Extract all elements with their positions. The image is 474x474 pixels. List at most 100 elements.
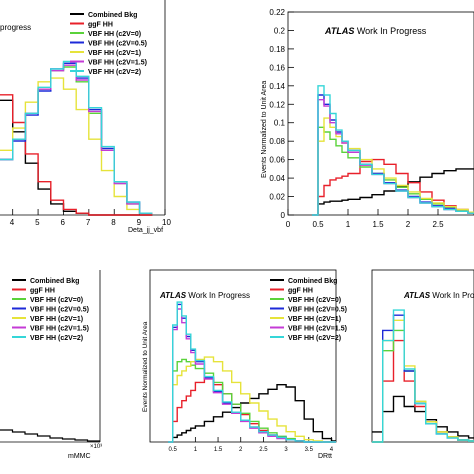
x-axis-label: DRtt (318, 453, 332, 460)
legend-item-vbf-hh-c2v-0-5: VBF HH (c2V=0.5) (270, 307, 347, 314)
x-axis-exponent: ×10³ (90, 444, 102, 450)
atlas-label: ATLAS (159, 291, 187, 300)
series-line-vbf-hh-c2v-0 (168, 358, 336, 443)
legend-label: VBF HH (c2V=0) (30, 297, 83, 304)
series-line-vbf-hh-c2v-0 (372, 329, 474, 443)
series-line-combined-bkg (0, 429, 100, 442)
panel-title: ATLAS Work In Pro (403, 291, 474, 300)
legend-label: ggF HH (30, 288, 55, 295)
x-tick-label: 3 (284, 447, 288, 453)
panel-bottom-left: mMMC ×10³ (0, 270, 102, 460)
legend-item-vbf-hh-c2v-1-5: VBF HH (c2V=1.5) (12, 326, 89, 333)
x-tick-label: 4 (10, 218, 15, 227)
legend-label: ggF HH (88, 22, 113, 29)
series-group (372, 309, 474, 443)
legend-item-vbf-hh-c2v-0: VBF HH (c2V=0) (270, 297, 341, 304)
legend-label: VBF HH (c2V=1.5) (30, 326, 89, 333)
series-group (0, 60, 153, 216)
series-line-combined-bkg (372, 395, 474, 439)
legend-label: Combined Bkg (30, 278, 79, 285)
legend-item-vbf-hh-c2v-1-5: VBF HH (c2V=1.5) (270, 326, 347, 333)
x-tick-label: 0 (286, 220, 291, 229)
series-line-ggf-hh (372, 339, 474, 443)
work-in-progress-label: Work In Progress (354, 26, 426, 36)
x-tick-label: 9 (137, 218, 142, 227)
legend-item-vbf-hh-c2v-2: VBF HH (c2V=2) (70, 69, 141, 76)
plot-frame (371, 269, 474, 443)
legend-label: VBF HH (c2V=0.5) (30, 307, 89, 314)
panel-bottom-middle: ATLAS Work In Progress Events Normalized… (142, 269, 337, 460)
legend-label: Combined Bkg (288, 278, 337, 285)
legend-label: VBF HH (c2V=1) (30, 316, 83, 323)
x-tick-label: 4 (330, 447, 334, 453)
y-tick-label: 0.12 (269, 100, 285, 109)
y-axis-label: Events Normalized to Unit Area (261, 81, 268, 178)
legend-top: Combined Bkg ggF HH VBF HH (c2V=0) VBF HH (… (70, 12, 147, 76)
y-tick-label: 0.18 (269, 45, 285, 54)
series-group (312, 85, 474, 216)
legend-label: VBF HH (c2V=1.5) (88, 60, 147, 67)
legend-item-ggf-hh: ggF HH (270, 288, 313, 295)
y-tick-label: 0.04 (269, 174, 285, 183)
x-tick-label: 5 (35, 218, 40, 227)
legend-label: VBF HH (c2V=2) (288, 335, 341, 342)
legend-label: ggF HH (288, 288, 313, 295)
legend-bottom-left: Combined Bkg ggF HH VBF HH (c2V=0) VBF HH (… (12, 278, 89, 342)
legend-bottom-middle: Combined Bkg ggF HH VBF HH (c2V=0) VBF HH (… (270, 278, 347, 342)
panel-title: ATLAS Work In Progress (324, 26, 427, 36)
x-tick-label: 2.5 (432, 220, 444, 229)
legend-label: VBF HH (c2V=2) (88, 69, 141, 76)
series-line-vbf-hh-c2v-1 (168, 356, 336, 443)
atlas-label: ATLAS (324, 26, 354, 36)
legend-item-vbf-hh-c2v-2: VBF HH (c2V=2) (12, 335, 83, 342)
x-tick-labels: 0.5 1 1.5 2 2.5 3 3.5 4 (169, 437, 334, 453)
series-line-vbf-hh-c2v-2 (168, 301, 336, 443)
series-line-vbf-hh-c2v-0-5 (0, 62, 153, 214)
legend-item-vbf-hh-c2v-2: VBF HH (c2V=2) (270, 335, 341, 342)
x-tick-label: 2 (406, 220, 411, 229)
legend-item-vbf-hh-c2v-1: VBF HH (c2V=1) (270, 316, 341, 323)
legend-label: VBF HH (c2V=1) (288, 316, 341, 323)
plot-frame (287, 11, 474, 216)
series-line-vbf-hh-c2v-2 (0, 60, 153, 214)
x-tick-label: 0.5 (312, 220, 324, 229)
x-axis-label: Deta_jj_vbf (128, 227, 163, 234)
x-tick-label: 1.5 (214, 447, 223, 453)
y-tick-label: 0.1 (274, 119, 286, 128)
series-group (168, 301, 336, 443)
legend-item-ggf-hh: ggF HH (12, 288, 55, 295)
x-tick-label: 0.5 (169, 447, 178, 453)
legend-item-vbf-hh-c2v-1-5: VBF HH (c2V=1.5) (70, 60, 147, 67)
panel-bottom-right: ATLAS Work In Pro (371, 269, 474, 443)
panel-top-right: ATLAS Work In Progress Events Normalized… (261, 8, 474, 229)
panel-title: ATLAS Work In Progress (159, 291, 250, 300)
legend-label: VBF HH (c2V=0.5) (88, 41, 147, 48)
x-tick-label: 2 (239, 447, 243, 453)
panel-title-text: progress (0, 23, 31, 32)
legend-item-vbf-hh-c2v-0: VBF HH (c2V=0) (12, 297, 83, 304)
series-line-ggf-hh (168, 378, 336, 443)
x-tick-label: 3.5 (305, 447, 314, 453)
y-tick-label: 0.06 (269, 156, 285, 165)
y-tick-label: 0.16 (269, 63, 285, 72)
y-tick-label: 0 (281, 211, 286, 220)
legend-label: Combined Bkg (88, 12, 137, 19)
series-line-vbf-hh-c2v-2 (312, 85, 474, 216)
work-in-progress-label: Work In Pro (430, 291, 474, 300)
legend-item-vbf-hh-c2v-1: VBF HH (c2V=1) (70, 50, 141, 57)
y-tick-label: 0.08 (269, 137, 285, 146)
work-in-progress-label: Work In Progress (186, 291, 250, 300)
y-tick-label: 0.22 (269, 8, 285, 17)
legend-label: VBF HH (c2V=0) (288, 297, 341, 304)
y-axis-label: Events Normalized to Unit Area (142, 321, 149, 412)
legend-item-combined-bkg: Combined Bkg (12, 278, 79, 285)
series-line-vbf-hh-c2v-1 (0, 77, 153, 214)
panel-top-left: progress 4 5 6 7 8 9 10 Deta_jj_vbf (0, 0, 171, 234)
series-line-ggf-hh (0, 94, 153, 216)
legend-label: VBF HH (c2V=1.5) (288, 326, 347, 333)
y-tick-label: 0.14 (269, 82, 285, 91)
x-axis-label: mMMC (68, 453, 91, 460)
x-tick-label: 1 (346, 220, 351, 229)
legend-label: VBF HH (c2V=2) (30, 335, 83, 342)
